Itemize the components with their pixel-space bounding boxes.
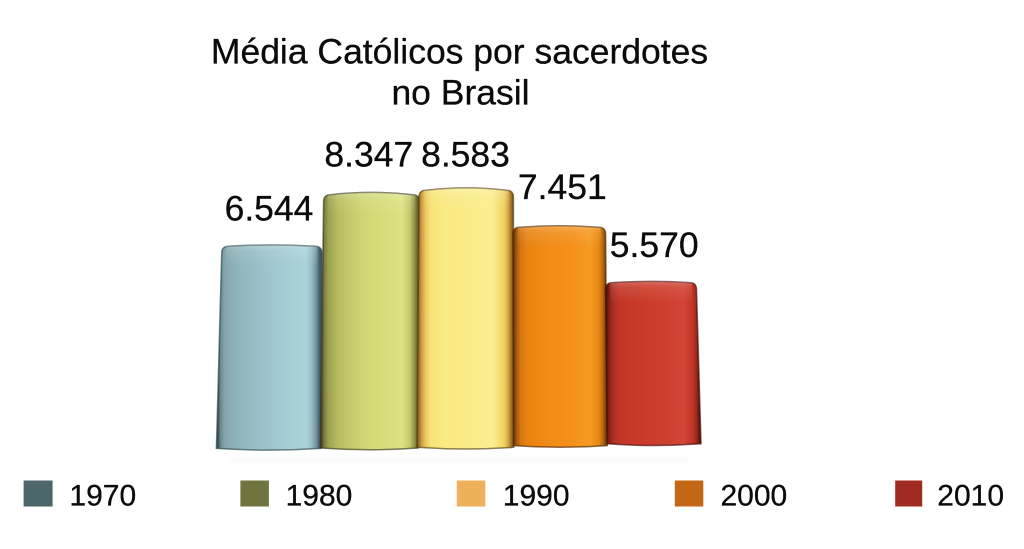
svg-text:1980: 1980 [286, 479, 353, 512]
svg-text:6.544: 6.544 [225, 188, 314, 228]
svg-text:no Brasil: no Brasil [391, 73, 529, 113]
svg-text:7.451: 7.451 [518, 167, 607, 207]
svg-text:8.583: 8.583 [421, 134, 510, 174]
svg-text:2000: 2000 [721, 479, 788, 512]
svg-text:2010: 2010 [937, 479, 1004, 512]
svg-text:5.570: 5.570 [610, 225, 699, 265]
svg-text:8.347: 8.347 [324, 134, 413, 174]
svg-text:1990: 1990 [503, 479, 570, 512]
svg-text:1970: 1970 [69, 479, 136, 512]
svg-text:Média Católicos por sacerdotes: Média Católicos por sacerdotes [211, 32, 708, 72]
